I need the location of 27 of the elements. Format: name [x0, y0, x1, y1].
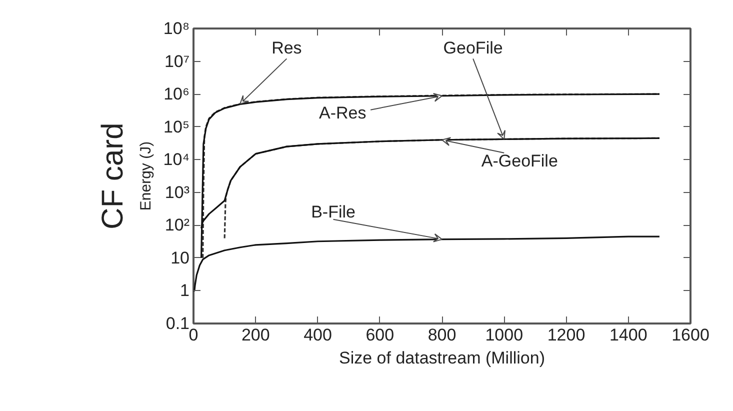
y-tick-label: 10³: [164, 182, 190, 202]
x-tick-label: 1200: [547, 326, 586, 344]
y-axis-title: Energy (J): [137, 141, 154, 211]
y-tick-label: 10⁶: [164, 84, 190, 104]
y-tick-label: 10²: [164, 216, 190, 235]
x-tick-label: 800: [428, 326, 456, 344]
x-tick-label: 1000: [485, 326, 524, 344]
text: Res: [272, 38, 302, 58]
text: GeoFile: [443, 38, 503, 58]
y-tick-label: 10: [170, 248, 190, 268]
y-tick-label: 10⁴: [163, 150, 190, 170]
series-label: A-GeoFile: [481, 152, 558, 171]
x-axis-title: Size of datastream (Million): [339, 348, 545, 368]
y-tick-label: 10⁵: [164, 117, 190, 136]
x-tick-label: 1600: [672, 326, 710, 344]
y-tick-label: 1: [180, 281, 190, 300]
x-tick-label: 200: [241, 326, 270, 344]
x-tick-label: 600: [366, 326, 394, 344]
y-tick-label: 0.1: [166, 314, 190, 333]
x-tick-label: 0: [188, 326, 198, 344]
x-tick-label: 400: [304, 326, 332, 344]
y-tick-label: 10⁸: [163, 19, 190, 38]
y-tick-label: 10⁷: [164, 52, 190, 71]
text: CF card: [96, 122, 130, 230]
series-label: A-Res: [318, 104, 366, 123]
x-tick-label: 1400: [609, 326, 648, 344]
series-label: B-File: [311, 202, 356, 222]
